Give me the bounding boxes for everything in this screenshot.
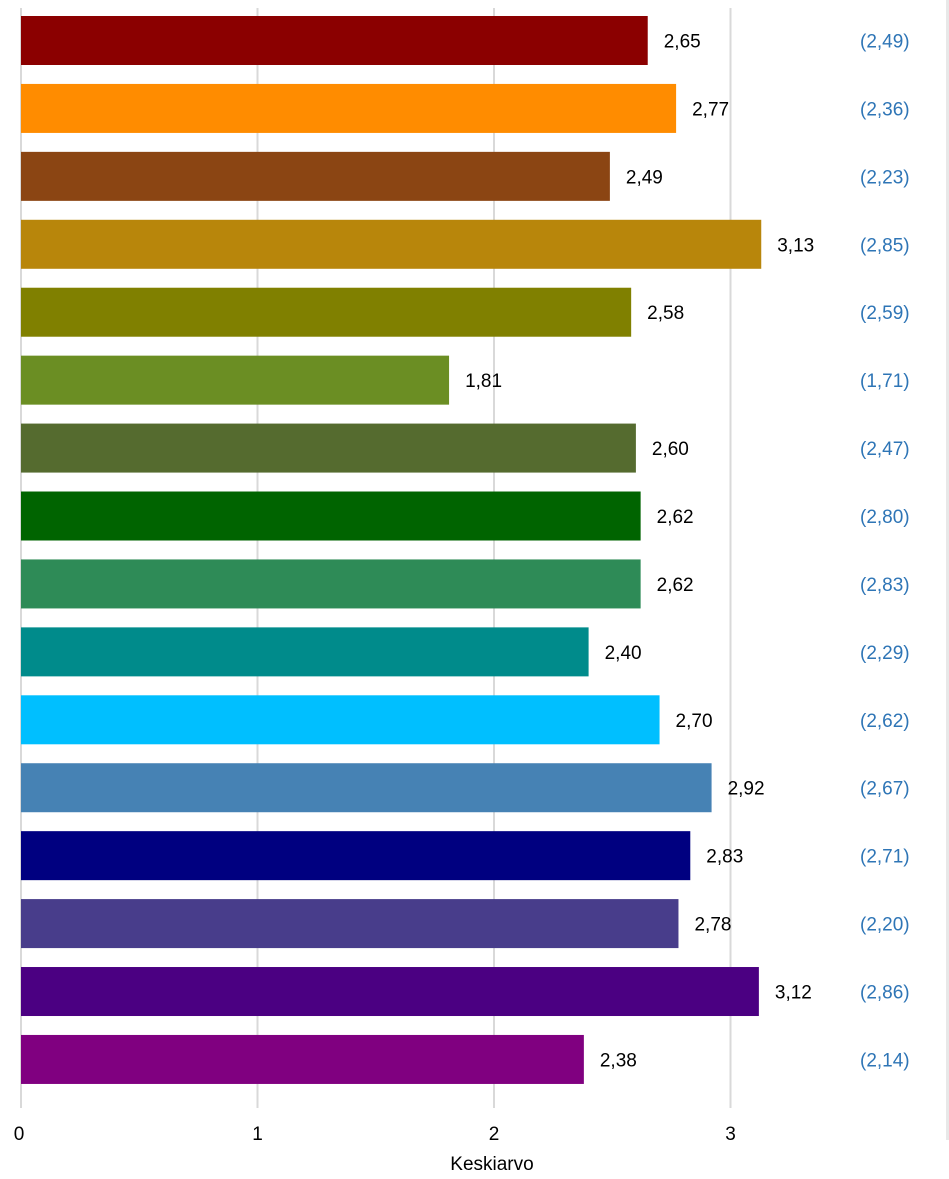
bar xyxy=(21,83,677,133)
comparison-value-label: (2,71) xyxy=(860,847,910,868)
comparison-value-label: (2,67) xyxy=(860,779,910,800)
comparison-value-label: (2,20) xyxy=(860,915,910,936)
bar xyxy=(21,899,679,949)
bar xyxy=(21,151,610,201)
bar xyxy=(21,355,450,405)
x-tick-label: 1 xyxy=(252,1124,263,1145)
bar-value-label: 2,60 xyxy=(652,439,689,460)
bar-value-label: 2,77 xyxy=(692,99,729,120)
bar-value-label: 3,12 xyxy=(775,983,812,1004)
x-tick-label: 0 xyxy=(14,1124,25,1145)
bar xyxy=(21,559,641,609)
value-labels: 2,65 2,77 2,49 3,13 2,58 1,81 2,60 2,62 2,62 2,40… xyxy=(465,32,814,1072)
bar-value-label: 2,58 xyxy=(647,303,684,324)
bar-value-label: 2,92 xyxy=(728,779,765,800)
comparison-value-label: (2,80) xyxy=(860,507,910,528)
bar xyxy=(21,219,762,269)
bar xyxy=(21,695,660,745)
bar-value-label: 2,62 xyxy=(657,507,694,528)
bar xyxy=(21,491,641,541)
comparison-value-label: (2,36) xyxy=(860,99,910,120)
bar xyxy=(21,423,636,473)
x-axis-title: Keskiarvo xyxy=(450,1154,533,1175)
comparison-value-label: (2,47) xyxy=(860,439,910,460)
comparison-value-label: (2,83) xyxy=(860,575,910,596)
bar-value-label: 2,38 xyxy=(600,1050,637,1071)
bar xyxy=(21,287,632,337)
bar xyxy=(21,763,712,813)
comparison-value-label: (2,49) xyxy=(860,32,910,53)
bar xyxy=(21,627,589,677)
bar-value-label: 2,49 xyxy=(626,167,663,188)
bar xyxy=(21,16,648,65)
bar xyxy=(21,831,691,881)
bar-value-label: 2,62 xyxy=(657,575,694,596)
bar-value-label: 2,65 xyxy=(664,32,701,53)
comparison-value-label: (2,62) xyxy=(860,711,910,732)
bar-value-label: 2,83 xyxy=(706,847,743,868)
bar xyxy=(21,1034,584,1084)
comparison-value-label: (2,23) xyxy=(860,167,910,188)
x-tick-label: 3 xyxy=(725,1124,736,1145)
comparison-value-label: (2,29) xyxy=(860,643,910,664)
bar-value-label: 1,81 xyxy=(465,371,502,392)
panel-edge xyxy=(946,0,949,1140)
bars xyxy=(21,16,762,1084)
bar-value-label: 2,78 xyxy=(694,915,731,936)
bar-value-label: 2,70 xyxy=(676,711,713,732)
bar-value-label: 2,40 xyxy=(605,643,642,664)
comparison-value-label: (2,85) xyxy=(860,235,910,256)
comparison-value-label: (2,59) xyxy=(860,303,910,324)
comparison-labels: (2,49) (2,36) (2,23) (2,85) (2,59) (1,71) (2,4… xyxy=(860,32,910,1072)
comparison-value-label: (1,71) xyxy=(860,371,910,392)
comparison-value-label: (2,86) xyxy=(860,983,910,1004)
comparison-value-label: (2,14) xyxy=(860,1050,910,1071)
x-tick-label: 2 xyxy=(489,1124,500,1145)
bar xyxy=(21,967,759,1017)
x-axis-ticks: 0 1 2 3 xyxy=(14,1124,736,1145)
bar-value-label: 3,13 xyxy=(777,235,814,256)
